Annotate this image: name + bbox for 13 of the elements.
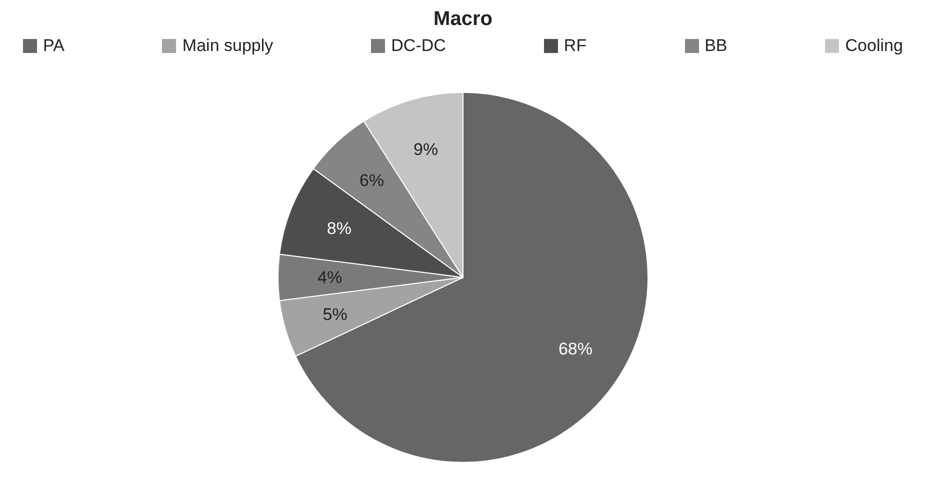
- data-label: 9%: [414, 140, 438, 159]
- data-label: 8%: [326, 218, 352, 238]
- data-label: 68%: [558, 339, 592, 358]
- data-label: 6%: [360, 170, 384, 190]
- legend-label: PA: [42, 36, 64, 56]
- legend-label: RF: [562, 36, 587, 56]
- legend-label: Cooling: [844, 36, 903, 56]
- chart-title: Macro: [432, 8, 494, 31]
- legend-label: Main supply: [181, 36, 274, 56]
- data-label: 4%: [318, 268, 342, 287]
- legend-label: DC-DC: [390, 36, 446, 56]
- legend-label: BB: [704, 36, 728, 56]
- data-label: 5%: [322, 305, 348, 324]
